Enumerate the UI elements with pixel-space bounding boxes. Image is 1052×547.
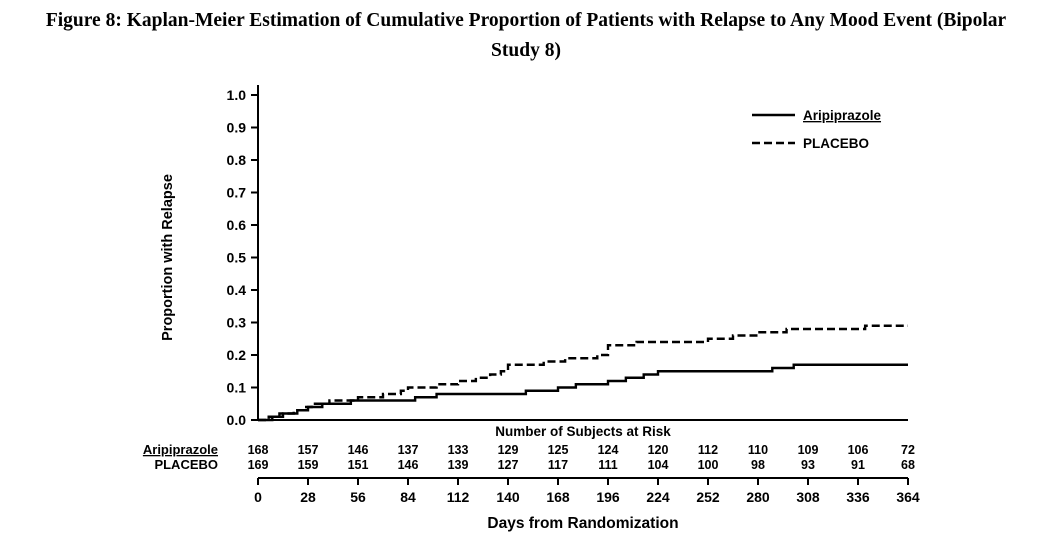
risk-count: 111 (598, 458, 618, 472)
y-tick-label: 0.7 (227, 185, 247, 201)
risk-count: 139 (448, 458, 469, 472)
risk-count: 129 (498, 443, 519, 457)
risk-count: 146 (348, 443, 369, 457)
risk-count: 120 (648, 443, 669, 457)
risk-count: 117 (548, 458, 568, 472)
x-axis-title: Days from Randomization (487, 515, 678, 532)
risk-row-label: PLACEBO (154, 457, 218, 472)
y-axis-title: Proportion with Relapse (160, 174, 176, 341)
x-tick-label: 0 (254, 489, 262, 505)
x-tick-label: 140 (496, 489, 520, 505)
risk-count: 68 (901, 458, 915, 472)
risk-count: 112 (698, 443, 718, 457)
x-tick-label: 364 (896, 489, 920, 505)
y-tick-label: 0.0 (227, 412, 247, 428)
y-tick-label: 0.5 (227, 250, 247, 266)
risk-count: 137 (398, 443, 419, 457)
x-tick-label: 168 (546, 489, 570, 505)
risk-count: 168 (248, 443, 269, 457)
risk-count: 109 (798, 443, 819, 457)
x-tick-label: 336 (846, 489, 870, 505)
risk-count: 146 (398, 458, 419, 472)
risk-count: 104 (648, 458, 669, 472)
x-tick-label: 308 (796, 489, 820, 505)
x-tick-label: 28 (300, 489, 316, 505)
y-tick-label: 1.0 (227, 87, 247, 103)
risk-table-header: Number of Subjects at Risk (495, 424, 671, 439)
risk-count: 93 (801, 458, 815, 472)
x-tick-label: 252 (696, 489, 720, 505)
x-tick-label: 84 (400, 489, 416, 505)
y-tick-label: 0.6 (227, 217, 247, 233)
legend-label: Aripiprazole (803, 108, 882, 123)
x-tick-label: 56 (350, 489, 366, 505)
risk-count: 125 (548, 443, 569, 457)
risk-count: 91 (851, 458, 865, 472)
risk-count: 100 (698, 458, 719, 472)
km-chart: 0.0 0.1 0.2 0.3 0.4 0.5 0.6 0.7 0.8 0.9 1.0 Proport… (143, 85, 920, 532)
risk-count: 133 (448, 443, 469, 457)
y-tick-label: 0.2 (227, 347, 247, 363)
y-tick-label: 0.9 (227, 120, 247, 136)
risk-count: 157 (298, 443, 319, 457)
y-tick-label: 0.3 (227, 315, 247, 331)
x-tick-label: 224 (646, 489, 670, 505)
risk-count: 127 (498, 458, 519, 472)
risk-count: 151 (348, 458, 369, 472)
legend-label: PLACEBO (803, 136, 869, 151)
risk-count: 72 (901, 443, 915, 457)
figure-title: Figure 8: Kaplan-Meier Estimation of Cum… (45, 10, 1007, 62)
y-tick-label: 0.4 (227, 282, 247, 298)
series-placebo (258, 324, 908, 422)
x-tick-label: 196 (596, 489, 620, 505)
risk-count: 98 (751, 458, 765, 472)
risk-count: 124 (598, 443, 619, 457)
x-tick-label: 280 (746, 489, 770, 505)
risk-count: 106 (848, 443, 869, 457)
risk-count: 169 (248, 458, 269, 472)
y-tick-label: 0.1 (227, 380, 247, 396)
y-tick-label: 0.8 (227, 152, 247, 168)
risk-count: 159 (298, 458, 319, 472)
risk-count: 110 (748, 443, 768, 457)
x-tick-label: 112 (447, 489, 470, 505)
risk-row-label: Aripiprazole (143, 442, 218, 457)
series-aripiprazole (258, 363, 908, 422)
